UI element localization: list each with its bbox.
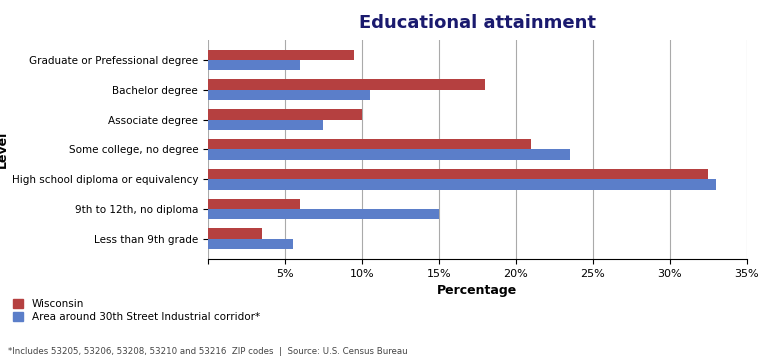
Bar	[208, 209, 439, 220]
Bar	[208, 199, 300, 209]
Bar	[208, 109, 362, 120]
Bar	[208, 149, 570, 160]
Title: Educational attainment: Educational attainment	[359, 14, 596, 32]
Text: *Includes 53205, 53206, 53208, 53210 and 53216  ZIP codes  |  Source: U.S. Censu: *Includes 53205, 53206, 53208, 53210 and…	[8, 347, 407, 356]
Bar	[208, 228, 262, 239]
Bar	[208, 139, 531, 149]
Bar	[208, 79, 485, 90]
X-axis label: Percentage: Percentage	[437, 284, 517, 297]
Bar	[208, 120, 323, 130]
Bar	[208, 60, 300, 71]
Bar	[208, 169, 708, 179]
Bar	[208, 90, 370, 100]
Legend: Wisconsin, Area around 30th Street Industrial corridor*: Wisconsin, Area around 30th Street Indus…	[13, 299, 259, 323]
Bar	[208, 50, 354, 60]
Bar	[208, 179, 716, 190]
Y-axis label: Level: Level	[0, 131, 9, 168]
Bar	[208, 239, 293, 249]
